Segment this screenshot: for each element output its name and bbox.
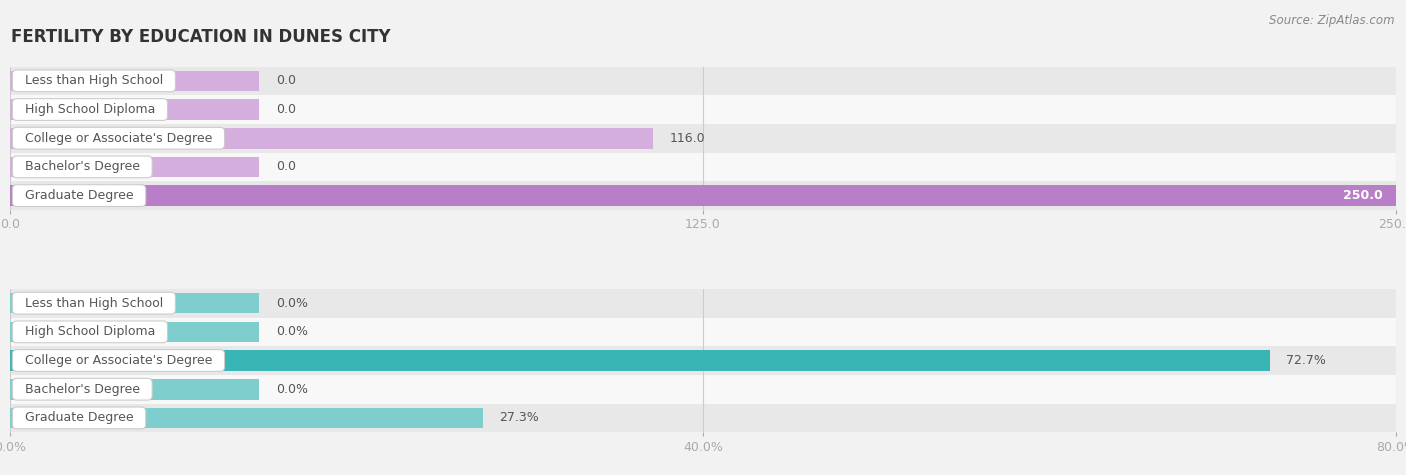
Bar — [10, 66, 1396, 95]
Text: High School Diploma: High School Diploma — [17, 103, 163, 116]
Bar — [10, 350, 1270, 371]
Text: 0.0: 0.0 — [276, 161, 297, 173]
Text: College or Associate's Degree: College or Associate's Degree — [17, 354, 221, 367]
Bar — [10, 181, 1396, 210]
Bar — [10, 70, 259, 91]
Bar — [10, 375, 1396, 404]
Text: Graduate Degree: Graduate Degree — [17, 189, 142, 202]
Bar — [10, 379, 259, 399]
Text: 27.3%: 27.3% — [499, 411, 540, 424]
Bar — [10, 152, 1396, 181]
Text: 0.0: 0.0 — [276, 75, 297, 87]
Text: Source: ZipAtlas.com: Source: ZipAtlas.com — [1270, 14, 1395, 27]
Bar — [10, 289, 1396, 317]
Text: 0.0: 0.0 — [276, 103, 297, 116]
Bar — [10, 128, 654, 149]
Bar — [10, 95, 1396, 124]
Bar — [10, 346, 1396, 375]
Text: FERTILITY BY EDUCATION IN DUNES CITY: FERTILITY BY EDUCATION IN DUNES CITY — [11, 28, 391, 47]
Text: 72.7%: 72.7% — [1286, 354, 1326, 367]
Text: 0.0%: 0.0% — [276, 383, 308, 396]
Bar — [10, 124, 1396, 152]
Text: 0.0%: 0.0% — [276, 325, 308, 338]
Text: Graduate Degree: Graduate Degree — [17, 411, 142, 424]
Text: 116.0: 116.0 — [669, 132, 706, 145]
Text: Less than High School: Less than High School — [17, 297, 172, 310]
Bar — [10, 157, 259, 177]
Bar — [10, 293, 259, 314]
Text: Bachelor's Degree: Bachelor's Degree — [17, 383, 148, 396]
Text: College or Associate's Degree: College or Associate's Degree — [17, 132, 221, 145]
Text: 0.0%: 0.0% — [276, 297, 308, 310]
Bar — [10, 185, 1396, 206]
Bar — [10, 350, 259, 371]
Bar — [10, 404, 1396, 432]
Bar — [10, 408, 482, 428]
Bar — [10, 99, 259, 120]
Text: 250.0: 250.0 — [1343, 189, 1382, 202]
Text: Bachelor's Degree: Bachelor's Degree — [17, 161, 148, 173]
Bar — [10, 185, 259, 206]
Bar — [10, 128, 259, 149]
Bar — [10, 408, 259, 428]
Bar — [10, 322, 259, 342]
Text: High School Diploma: High School Diploma — [17, 325, 163, 338]
Text: Less than High School: Less than High School — [17, 75, 172, 87]
Bar — [10, 317, 1396, 346]
